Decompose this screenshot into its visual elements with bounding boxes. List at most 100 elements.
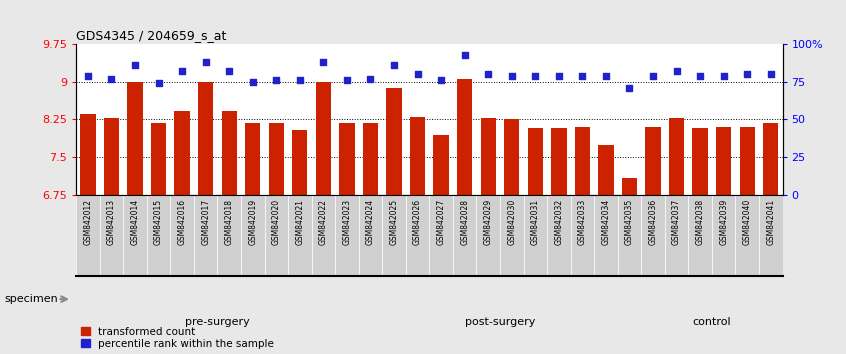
Text: GSM842039: GSM842039 xyxy=(719,199,728,245)
Point xyxy=(529,73,542,79)
Text: control: control xyxy=(693,317,731,327)
Point xyxy=(151,81,165,86)
Point xyxy=(646,73,660,79)
Text: GSM842028: GSM842028 xyxy=(460,199,470,245)
Point xyxy=(740,72,754,77)
Text: GSM842040: GSM842040 xyxy=(743,199,752,245)
Bar xyxy=(433,135,448,195)
Bar xyxy=(476,195,500,276)
Bar xyxy=(598,144,613,195)
Bar xyxy=(504,120,519,195)
Point xyxy=(175,69,189,74)
Bar xyxy=(382,195,406,276)
Bar xyxy=(104,118,119,195)
Text: specimen: specimen xyxy=(4,294,58,304)
Bar xyxy=(618,195,641,276)
Text: GSM842023: GSM842023 xyxy=(343,199,351,245)
Point xyxy=(717,73,730,79)
Bar xyxy=(524,195,547,276)
Text: GSM842024: GSM842024 xyxy=(366,199,375,245)
Bar xyxy=(645,127,661,195)
Point xyxy=(246,79,260,85)
Text: GSM842019: GSM842019 xyxy=(248,199,257,245)
Bar xyxy=(335,195,359,276)
Bar xyxy=(339,123,354,195)
Bar xyxy=(241,195,265,276)
Point xyxy=(458,52,471,58)
Bar xyxy=(763,123,778,195)
Bar xyxy=(128,82,143,195)
Legend: transformed count, percentile rank within the sample: transformed count, percentile rank withi… xyxy=(81,327,274,349)
Text: GSM842013: GSM842013 xyxy=(107,199,116,245)
Text: GSM842031: GSM842031 xyxy=(530,199,540,245)
Bar xyxy=(151,123,166,195)
Bar xyxy=(387,88,402,195)
Bar xyxy=(712,195,735,276)
Text: GSM842038: GSM842038 xyxy=(695,199,705,245)
Point xyxy=(364,76,377,82)
Bar xyxy=(735,195,759,276)
Bar xyxy=(288,195,311,276)
Text: GSM842029: GSM842029 xyxy=(484,199,492,245)
Text: GSM842016: GSM842016 xyxy=(178,199,187,245)
Bar xyxy=(292,130,307,195)
Bar xyxy=(759,195,783,276)
Bar xyxy=(574,127,590,195)
Point xyxy=(575,73,589,79)
Text: post-surgery: post-surgery xyxy=(464,317,536,327)
Bar xyxy=(528,128,543,195)
Point xyxy=(270,78,283,83)
Point xyxy=(694,73,707,79)
Bar xyxy=(665,195,689,276)
Text: GSM842022: GSM842022 xyxy=(319,199,328,245)
Text: GSM842033: GSM842033 xyxy=(578,199,587,245)
Bar xyxy=(410,117,426,195)
Point xyxy=(222,69,236,74)
Bar xyxy=(124,195,146,276)
Bar xyxy=(622,178,637,195)
Bar xyxy=(363,123,378,195)
Bar xyxy=(481,118,496,195)
Bar xyxy=(547,195,571,276)
Bar xyxy=(174,111,190,195)
Bar xyxy=(457,79,472,195)
Text: GSM842037: GSM842037 xyxy=(672,199,681,245)
Text: GSM842026: GSM842026 xyxy=(413,199,422,245)
Text: GSM842017: GSM842017 xyxy=(201,199,210,245)
Point xyxy=(411,72,425,77)
Bar xyxy=(693,128,708,195)
Point xyxy=(340,78,354,83)
Bar xyxy=(76,195,100,276)
Bar xyxy=(311,195,335,276)
Point xyxy=(316,59,330,65)
Bar xyxy=(146,195,170,276)
Point xyxy=(105,76,118,82)
Text: GSM842020: GSM842020 xyxy=(272,199,281,245)
Bar xyxy=(265,195,288,276)
Text: GSM842025: GSM842025 xyxy=(389,199,398,245)
Text: GSM842035: GSM842035 xyxy=(625,199,634,245)
Bar xyxy=(571,195,594,276)
Bar xyxy=(453,195,476,276)
Bar xyxy=(406,195,430,276)
Point xyxy=(623,85,636,91)
Text: GSM842014: GSM842014 xyxy=(130,199,140,245)
Bar xyxy=(716,127,731,195)
Bar xyxy=(170,195,194,276)
Point xyxy=(199,59,212,65)
Text: GSM842030: GSM842030 xyxy=(508,199,516,245)
Text: GSM842027: GSM842027 xyxy=(437,199,446,245)
Bar xyxy=(669,118,684,195)
Bar xyxy=(100,195,124,276)
Bar xyxy=(500,195,524,276)
Bar xyxy=(641,195,665,276)
Text: pre-surgery: pre-surgery xyxy=(185,317,250,327)
Bar xyxy=(316,82,331,195)
Text: GSM842021: GSM842021 xyxy=(295,199,305,245)
Point xyxy=(434,78,448,83)
Text: GSM842015: GSM842015 xyxy=(154,199,163,245)
Point xyxy=(129,63,142,68)
Point xyxy=(387,63,401,68)
Text: GSM842041: GSM842041 xyxy=(766,199,775,245)
Bar xyxy=(552,128,567,195)
